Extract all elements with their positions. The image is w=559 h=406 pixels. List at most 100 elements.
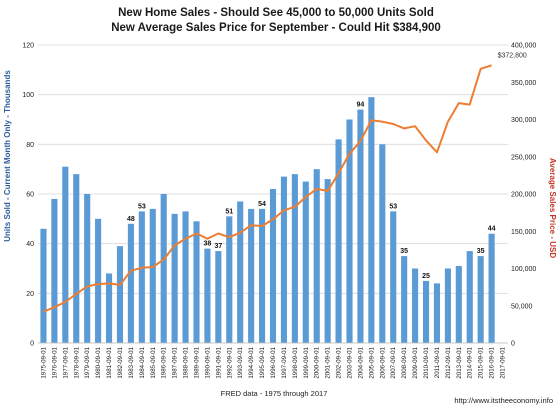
units-sold-bar <box>138 211 145 343</box>
units-sold-bar <box>477 256 484 343</box>
units-sold-bar <box>368 97 375 344</box>
units-sold-bar <box>324 179 331 343</box>
x-tick-label: 2008-09-01 <box>401 346 408 378</box>
units-sold-bar <box>422 280 430 343</box>
left-tick-label: 80 <box>26 142 34 149</box>
units-sold-bar <box>95 218 102 343</box>
right-tick-label: 200,000 <box>511 192 536 199</box>
x-tick-label: 1992-09-01 <box>226 346 233 378</box>
units-sold-bar <box>193 221 200 343</box>
line-data-label: $372,800 <box>498 52 527 59</box>
units-sold-bar <box>127 223 134 343</box>
right-tick-label: 100,000 <box>511 266 536 273</box>
x-tick-label: 2016-09-01 <box>489 346 496 378</box>
units-sold-bar <box>105 273 113 343</box>
bar-data-label: 54 <box>258 201 266 208</box>
bar-data-label: 37 <box>214 243 222 250</box>
x-tick-label: 1991-09-01 <box>215 346 222 378</box>
units-sold-bar <box>226 216 233 343</box>
x-tick-label: 1984-09-01 <box>139 346 146 378</box>
units-sold-bar <box>280 176 287 343</box>
x-tick-label: 1976-09-01 <box>51 346 58 378</box>
x-tick-label: 1988-09-01 <box>183 346 190 378</box>
x-tick-label: 2007-09-01 <box>390 346 397 378</box>
left-tick-label: 0 <box>30 341 34 348</box>
bar-data-label: 35 <box>477 248 485 255</box>
bar-data-label: 38 <box>204 241 212 248</box>
x-tick-label: 2009-09-01 <box>412 346 419 378</box>
units-sold-bar <box>149 208 156 343</box>
units-sold-bar <box>73 174 80 343</box>
x-tick-label: 2002-09-01 <box>336 346 343 378</box>
bar-data-label: 51 <box>225 208 233 215</box>
x-tick-label: 1989-09-01 <box>193 346 200 378</box>
average-price-line <box>43 64 492 313</box>
units-sold-bar <box>466 251 473 343</box>
right-tick-label: 250,000 <box>511 154 536 161</box>
bar-data-label: 53 <box>138 203 146 210</box>
units-sold-bar <box>171 213 178 343</box>
units-sold-bar <box>313 169 320 343</box>
left-tick-label: 100 <box>22 92 34 99</box>
units-sold-bar <box>182 211 189 343</box>
x-tick-label: 1997-09-01 <box>281 346 288 378</box>
chart-title-line2: New Average Sales Price for September - … <box>111 22 441 34</box>
x-tick-label: 2017-09-01 <box>500 346 507 378</box>
x-tick-label: 2010-09-01 <box>423 346 430 378</box>
x-tick-label: 2011-09-01 <box>434 346 441 378</box>
units-sold-bar <box>302 181 309 343</box>
x-tick-label: 2003-09-01 <box>347 346 354 378</box>
right-tick-label: 400,000 <box>511 43 536 50</box>
units-sold-bar <box>455 266 462 343</box>
x-tick-label: 2014-09-01 <box>467 346 474 378</box>
units-sold-bar <box>237 201 244 343</box>
units-sold-bar <box>346 119 353 343</box>
units-sold-bar <box>160 194 167 343</box>
units-sold-bar <box>433 283 441 343</box>
x-tick-label: 1996-09-01 <box>270 346 277 378</box>
right-tick-label: 0 <box>511 341 515 348</box>
units-sold-bar <box>357 109 364 343</box>
axes: 0 20 40 60 80 100 120 0 50,000 100,000 150,000 200,… <box>22 43 536 379</box>
x-axis-label: FRED data - 1975 through 2017 <box>221 389 328 398</box>
left-axis-label: Units Sold - Current Month Only - Thousa… <box>3 70 12 242</box>
units-sold-bar <box>204 248 211 343</box>
x-tick-label: 1982-09-01 <box>117 346 124 378</box>
x-tick-label: 1987-09-01 <box>172 346 179 378</box>
units-sold-bar <box>116 246 124 343</box>
x-tick-label: 2005-09-01 <box>368 346 375 378</box>
units-sold-bar <box>269 189 277 343</box>
x-tick-label: 1995-09-01 <box>259 346 266 378</box>
x-tick-label: 1983-09-01 <box>128 346 135 378</box>
units-sold-bar <box>390 211 397 343</box>
units-sold-bar <box>488 233 495 343</box>
x-tick-label: 1998-09-01 <box>292 346 299 378</box>
right-tick-label: 150,000 <box>511 229 536 236</box>
units-sold-bar <box>84 194 91 343</box>
chart-title-line1: New Home Sales - Should See 45,000 to 50… <box>118 7 434 19</box>
units-sold-bar <box>444 268 451 343</box>
source-url: http://www.itstheeconomy.info <box>454 396 553 405</box>
units-sold-bar <box>259 208 266 343</box>
x-tick-label: 1975-09-01 <box>40 346 47 378</box>
x-tick-label: 2013-09-01 <box>456 346 463 378</box>
x-tick-label: 1985-09-01 <box>150 346 157 378</box>
bar-data-label: 94 <box>357 102 365 109</box>
x-tick-label: 1979-09-01 <box>84 346 91 378</box>
right-tick-label: 350,000 <box>511 80 536 87</box>
right-tick-label: 50,000 <box>511 303 533 310</box>
x-tick-label: 2000-09-01 <box>314 346 321 378</box>
bar-data-label: 25 <box>422 273 430 280</box>
left-tick-label: 40 <box>26 241 34 248</box>
x-tick-label: 1986-09-01 <box>161 346 168 378</box>
average-price-line-path <box>43 64 492 313</box>
units-sold-bar <box>412 268 419 343</box>
units-sold-bar <box>248 208 255 343</box>
units-sold-bar <box>51 198 58 343</box>
units-sold-bar <box>401 256 408 343</box>
x-tick-label: 2012-09-01 <box>445 346 452 378</box>
units-sold-bar <box>335 139 342 343</box>
units-sold-bars <box>40 97 495 344</box>
